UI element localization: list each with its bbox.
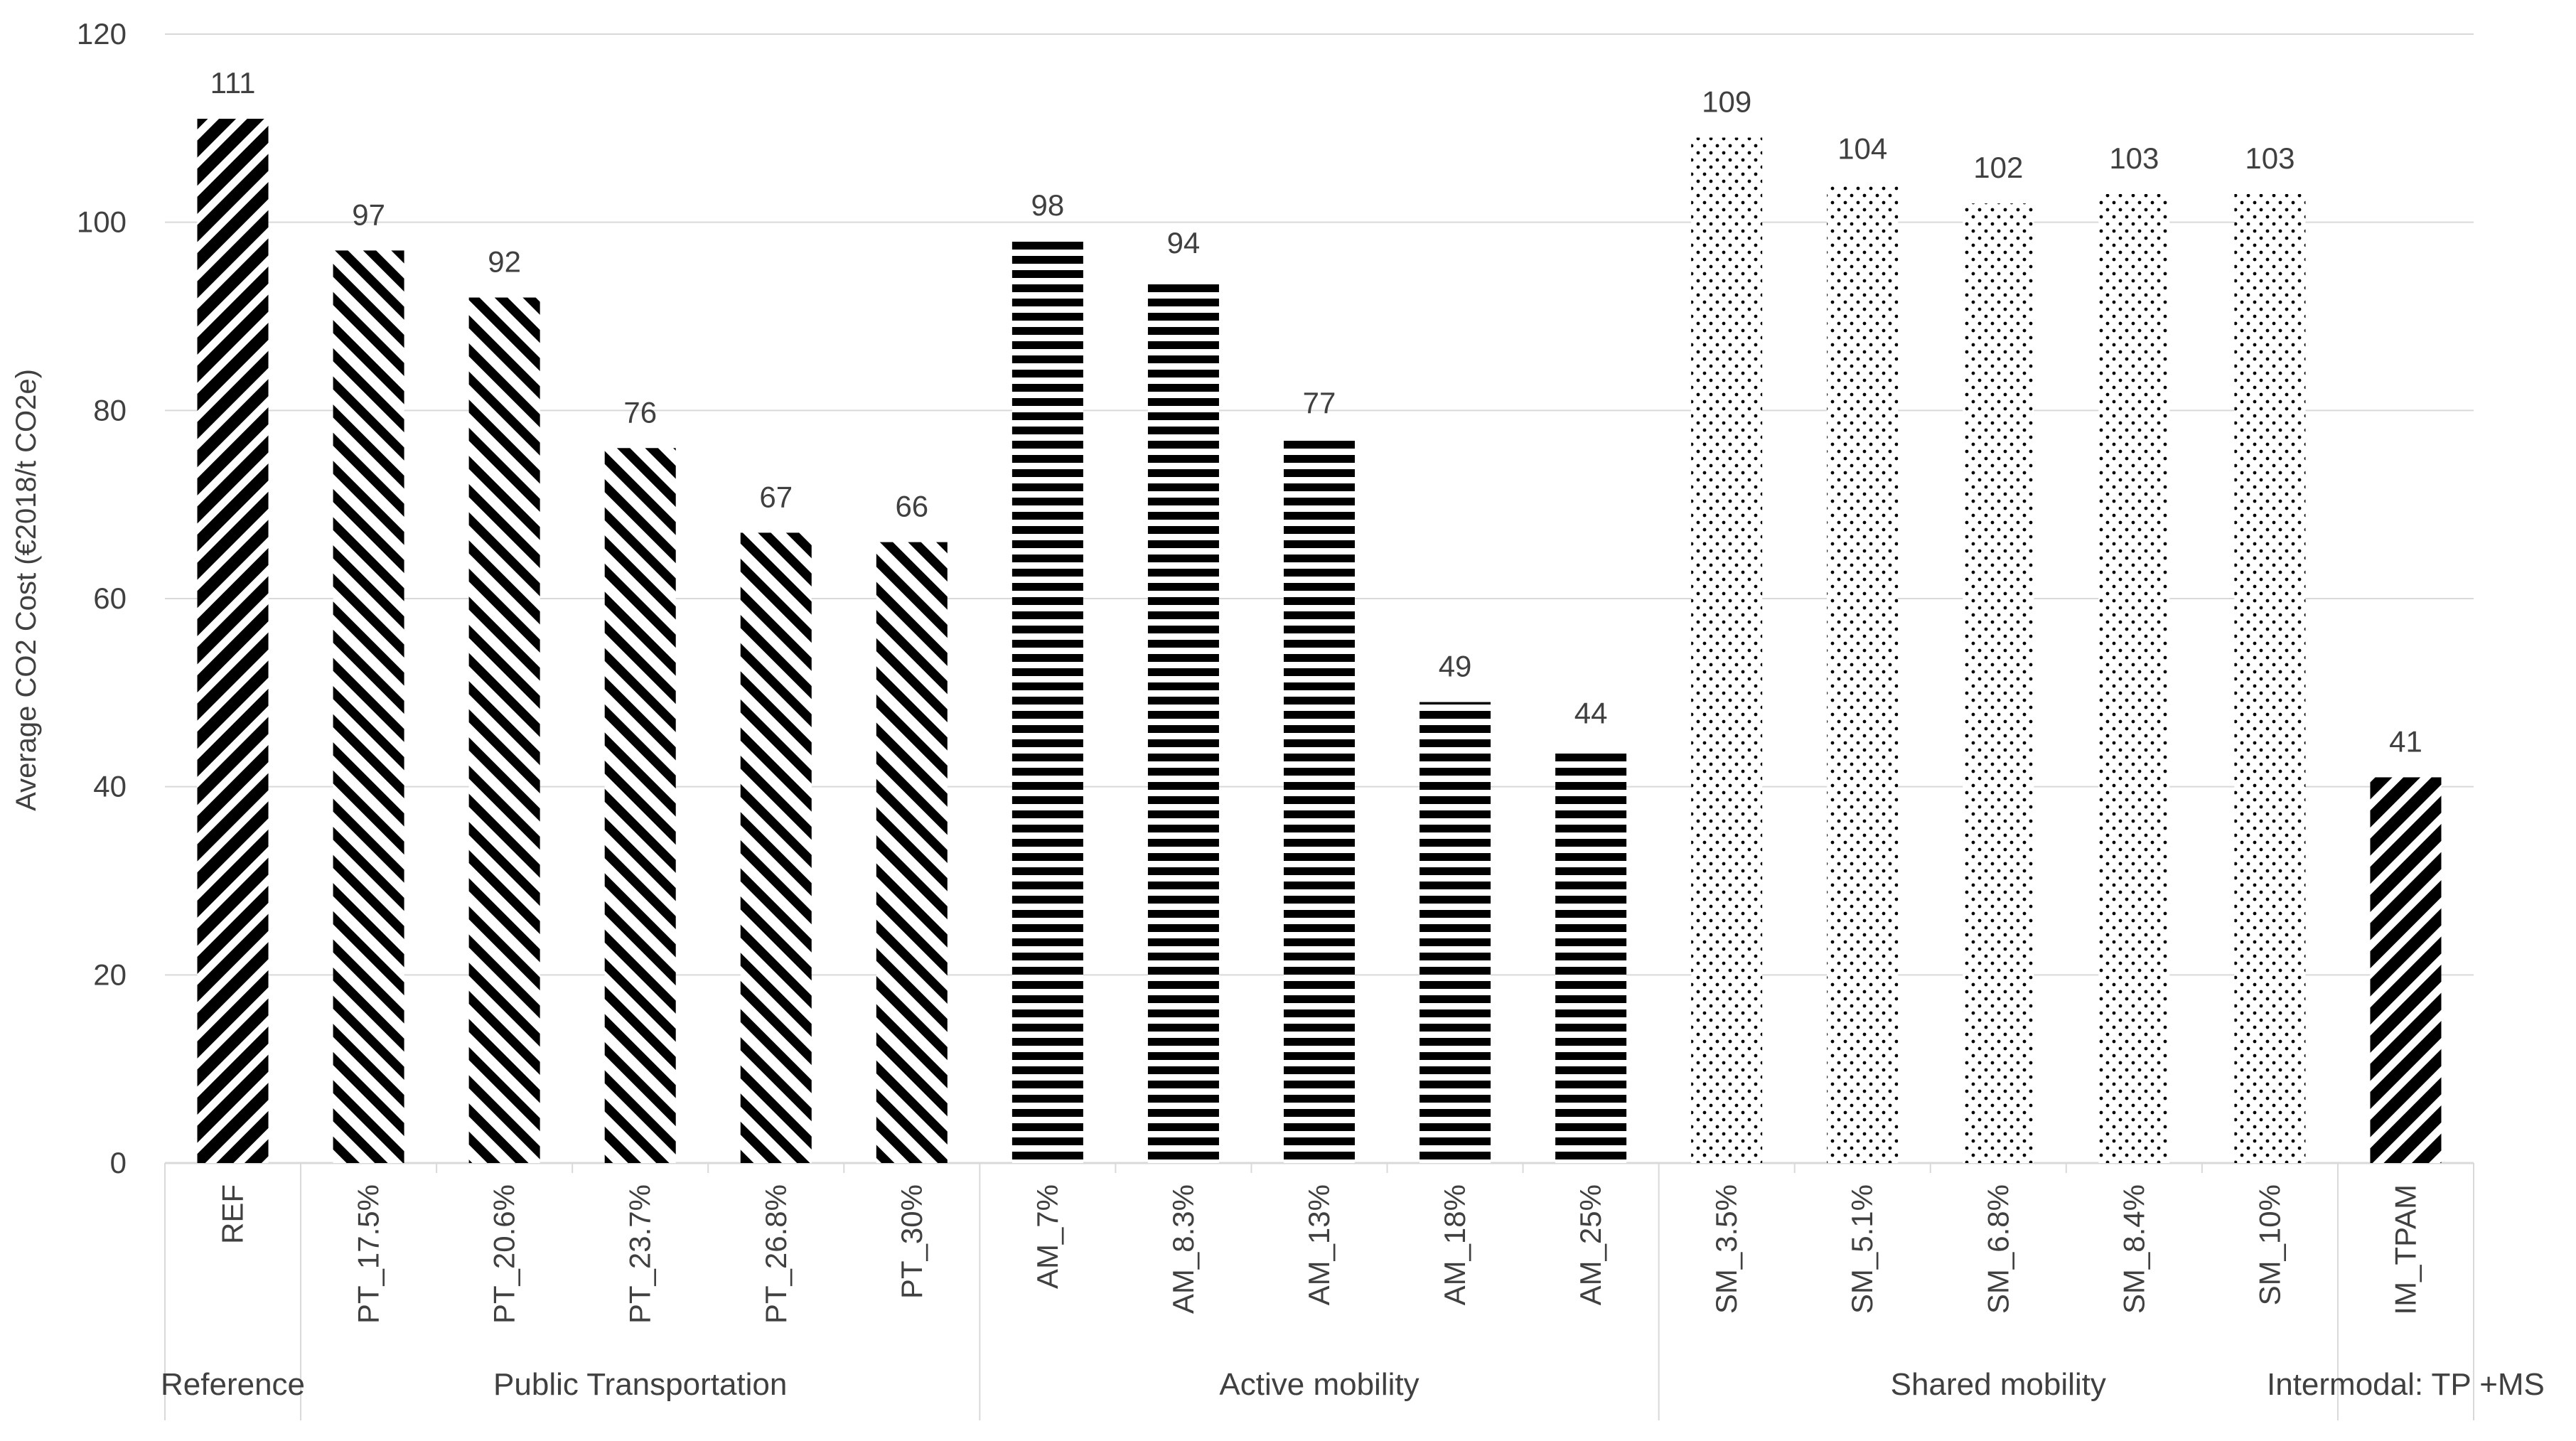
bar	[1011, 241, 1083, 1164]
bar	[2098, 193, 2170, 1163]
category-label: AM_18%	[1438, 1184, 1471, 1305]
category-label: IM_TPAM	[2388, 1184, 2422, 1315]
y-tick-label: 80	[93, 393, 127, 427]
data-labels: 111 97 92 76 67 66 98 94 77 49 44 109 104 102 103 103 41	[210, 66, 2422, 758]
bar	[1284, 439, 1355, 1163]
bar	[2370, 777, 2442, 1163]
group-label: Intermodal: TP +MS	[2267, 1367, 2545, 1402]
bar	[333, 250, 404, 1163]
bar	[1691, 137, 1763, 1164]
data-label: 44	[1574, 697, 1608, 730]
bar	[740, 532, 812, 1163]
category-label: AM_13%	[1302, 1184, 1336, 1305]
group-label: Shared mobility	[1891, 1367, 2106, 1402]
data-label: 49	[1439, 650, 1472, 683]
data-label: 103	[2245, 141, 2295, 175]
y-tick-label: 40	[93, 770, 127, 803]
bar	[604, 448, 676, 1163]
data-label: 92	[488, 245, 521, 279]
x-axis-category-labels: REF PT_17.5% PT_20.6% PT_23.7% PT_26.8% PT_30…	[216, 1184, 2422, 1324]
group-label: Reference	[161, 1367, 305, 1402]
category-label: AM_7%	[1031, 1184, 1064, 1289]
bar	[1147, 279, 1219, 1164]
bar	[1555, 749, 1627, 1163]
group-label: Active mobility	[1219, 1367, 1419, 1402]
data-label: 76	[623, 395, 657, 429]
data-label: 102	[1973, 151, 2023, 184]
y-axis-title: Average CO2 Cost (€2018/t CO2e)	[11, 369, 42, 811]
category-label: PT_20.6%	[488, 1184, 521, 1324]
data-label: 77	[1303, 386, 1336, 419]
bar	[1420, 702, 1491, 1163]
bar	[468, 297, 540, 1163]
category-label: SM_3.5%	[1710, 1184, 1743, 1314]
y-tick-label: 100	[77, 205, 127, 239]
data-label: 98	[1031, 188, 1065, 222]
category-label: AM_8.3%	[1166, 1184, 1200, 1314]
bar	[1963, 203, 2034, 1164]
category-label: SM_5.1%	[1845, 1184, 1879, 1314]
data-label: 111	[210, 66, 256, 100]
y-axis-tick-labels: 0 20 40 60 80 100 120	[77, 17, 127, 1179]
category-label: SM_10%	[2253, 1184, 2286, 1305]
group-label: Public Transportation	[493, 1367, 787, 1402]
data-label: 67	[759, 480, 793, 513]
category-label: PT_23.7%	[623, 1184, 657, 1324]
category-label: PT_26.8%	[759, 1184, 793, 1324]
bar	[876, 542, 948, 1163]
data-label: 104	[1837, 132, 1887, 166]
bar	[2234, 193, 2306, 1163]
data-label: 103	[2109, 141, 2159, 175]
data-label: 109	[1702, 85, 1751, 119]
data-label: 41	[2389, 724, 2422, 758]
y-tick-label: 120	[77, 17, 127, 50]
category-label: SM_6.8%	[1981, 1184, 2014, 1314]
category-label: PT_17.5%	[352, 1184, 385, 1324]
bars	[197, 119, 2442, 1164]
bar	[197, 119, 269, 1164]
category-label: PT_30%	[895, 1184, 928, 1299]
y-tick-label: 20	[93, 958, 127, 991]
category-label: AM_25%	[1574, 1184, 1607, 1305]
x-axis-group-labels: Reference Public Transportation Active mob…	[161, 1367, 2545, 1402]
category-label: REF	[216, 1184, 249, 1244]
data-label: 66	[895, 490, 928, 523]
category-label: SM_8.4%	[2117, 1184, 2150, 1314]
data-label: 94	[1167, 226, 1201, 259]
y-tick-label: 0	[110, 1146, 127, 1179]
bar	[1827, 184, 1899, 1163]
data-label: 97	[352, 198, 385, 231]
y-tick-label: 60	[93, 582, 127, 615]
